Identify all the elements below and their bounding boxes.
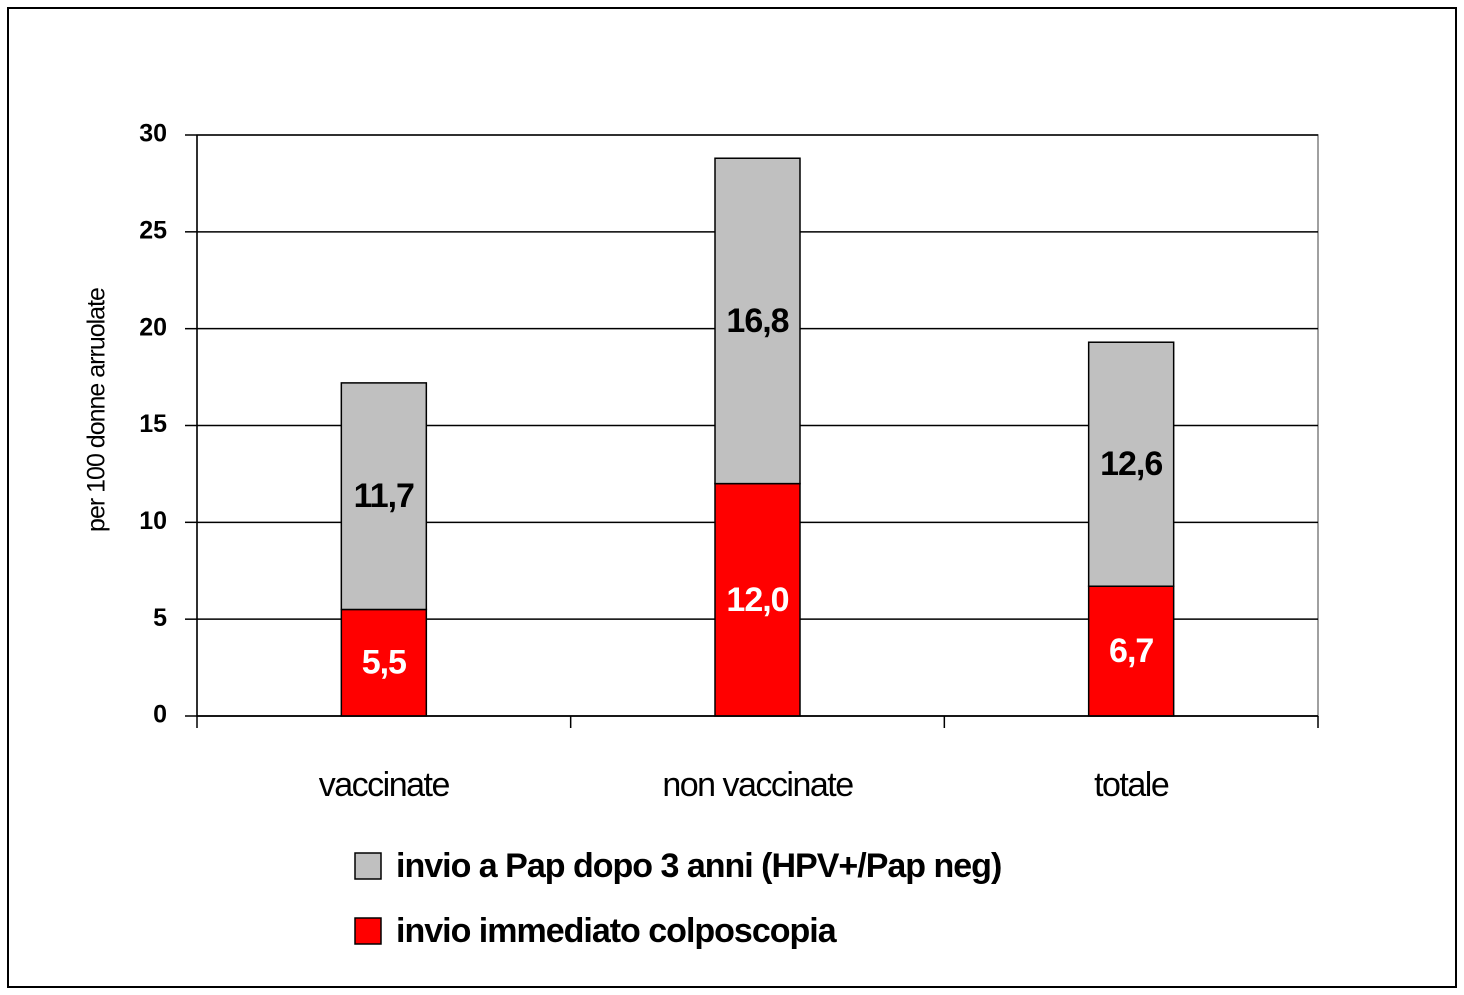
value-label: 6,7 bbox=[1109, 632, 1153, 670]
value-label: 12,0 bbox=[726, 581, 788, 619]
y-tick-label: 0 bbox=[153, 701, 167, 729]
bar-segment bbox=[714, 482, 801, 717]
value-label: 11,7 bbox=[354, 477, 414, 515]
value-label: 5,5 bbox=[362, 644, 406, 682]
y-tick-label: 15 bbox=[139, 410, 167, 438]
y-tick-label: 10 bbox=[139, 507, 167, 535]
bar-segment bbox=[1087, 341, 1175, 587]
x-tick-label: totale bbox=[1094, 766, 1169, 804]
value-label: 16,8 bbox=[726, 302, 788, 340]
bar-segment bbox=[714, 157, 801, 485]
legend-label: invio a Pap dopo 3 anni (HPV+/Pap neg) bbox=[396, 847, 1001, 885]
y-tick-label: 5 bbox=[153, 604, 167, 632]
y-tick-label: 25 bbox=[139, 216, 167, 244]
x-tick-label: vaccinate bbox=[319, 766, 450, 804]
y-tick-label: 30 bbox=[139, 120, 167, 148]
y-tick-label: 20 bbox=[139, 313, 167, 341]
x-tick-label: non vaccinate bbox=[662, 766, 853, 804]
legend-label: invio immediato colposcopia bbox=[396, 912, 838, 950]
y-axis-label: per 100 donne arruolate bbox=[83, 288, 111, 532]
value-label: 12,6 bbox=[1100, 445, 1162, 483]
legend-swatch bbox=[354, 852, 382, 880]
bar-segment bbox=[340, 382, 428, 611]
legend-swatch bbox=[354, 917, 382, 945]
